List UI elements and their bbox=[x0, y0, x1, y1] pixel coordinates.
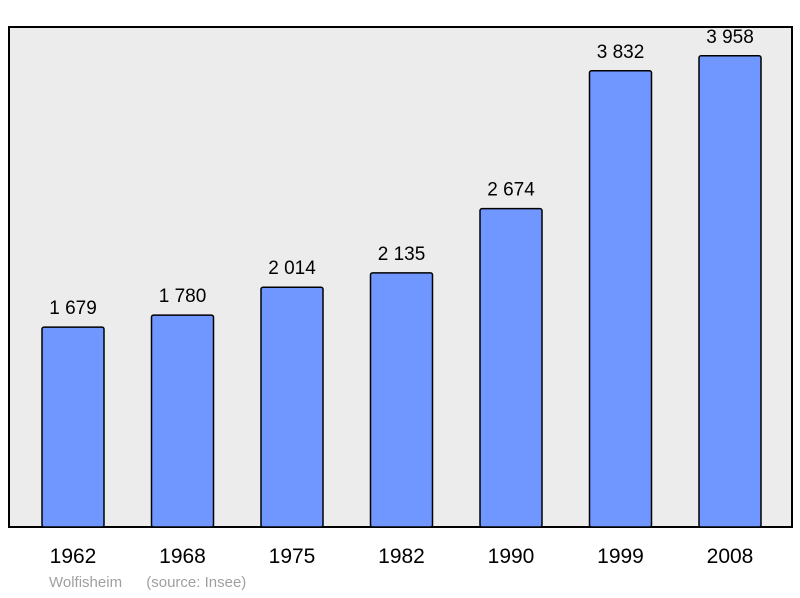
x-tick-1982: 1982 bbox=[378, 545, 425, 568]
bar-1999 bbox=[588, 70, 653, 528]
bar-1975 bbox=[260, 286, 324, 528]
bars-group bbox=[41, 55, 762, 528]
chart-caption: Wolfisheim (source: Insee) bbox=[49, 574, 246, 591]
value-label-1962: 1 679 bbox=[49, 298, 97, 319]
caption-place: Wolfisheim bbox=[49, 574, 123, 591]
x-tick-1999: 1999 bbox=[597, 545, 644, 568]
x-tick-1990: 1990 bbox=[488, 545, 535, 568]
bar-1982 bbox=[369, 272, 434, 528]
bar-1990 bbox=[479, 207, 543, 528]
x-tick-1962: 1962 bbox=[50, 545, 97, 568]
value-label-1982: 2 135 bbox=[378, 244, 426, 265]
value-label-1968: 1 780 bbox=[159, 286, 207, 307]
x-tick-1968: 1968 bbox=[159, 545, 206, 568]
caption-source: (source: Insee) bbox=[146, 574, 247, 591]
x-tick-1975: 1975 bbox=[269, 545, 316, 568]
value-labels-group: 1 679 1 780 2 014 2 135 2 674 3 832 3 958 bbox=[49, 27, 754, 319]
x-tick-labels-group: 1962 1968 1975 1982 1990 1999 2008 bbox=[50, 545, 754, 568]
bar-1968 bbox=[150, 314, 215, 528]
value-label-1975: 2 014 bbox=[268, 258, 316, 279]
value-label-1999: 3 832 bbox=[597, 42, 645, 63]
bar-1962 bbox=[41, 326, 105, 528]
x-tick-2008: 2008 bbox=[707, 545, 754, 568]
bar-2008 bbox=[698, 55, 762, 528]
value-label-1990: 2 674 bbox=[487, 180, 535, 201]
value-label-2008: 3 958 bbox=[706, 27, 754, 48]
